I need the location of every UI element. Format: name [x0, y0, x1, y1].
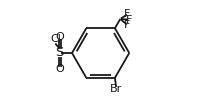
Text: F: F: [124, 20, 131, 30]
Text: O: O: [55, 64, 64, 74]
Text: F: F: [124, 9, 131, 19]
Text: Br: Br: [110, 84, 122, 94]
Text: Cl: Cl: [50, 34, 61, 44]
Text: O: O: [55, 32, 64, 42]
Text: S: S: [56, 47, 64, 59]
Text: F: F: [125, 15, 132, 25]
